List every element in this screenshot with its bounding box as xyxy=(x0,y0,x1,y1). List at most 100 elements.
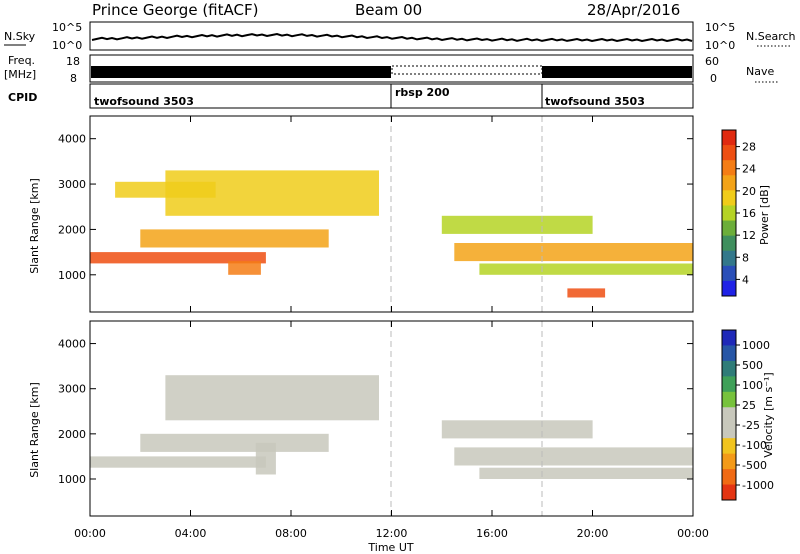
velocity-colorbar-tick-label-0: 1000 xyxy=(742,339,770,352)
nsky-line xyxy=(91,32,693,43)
nsearch-tick-bottom: 10^0 xyxy=(705,39,735,52)
power-colorbar-ticks: 28 24 20 16 12 8 4 xyxy=(736,141,756,286)
freq-tick-top: 18 xyxy=(66,55,80,68)
velocity-panel: 1000 2000 3000 4000 Slant Range [km] xyxy=(28,320,694,517)
velocity-band-6 xyxy=(479,467,693,479)
velocity-colorbar-cell-6 xyxy=(722,422,736,439)
velocity-ytick-label-3: 4000 xyxy=(58,338,86,351)
velocity-colorbar-cell-7 xyxy=(722,438,736,455)
power-band-9 xyxy=(567,288,606,298)
nsky-strip: N.Sky 10^5 10^0 10^5 10^0 N.Search xyxy=(4,21,796,52)
velocity-colorbar-cell-0 xyxy=(722,330,736,346)
power-band-1 xyxy=(90,252,266,264)
velocity-ytick-label-1: 2000 xyxy=(58,428,86,441)
nave-tick-bottom: 0 xyxy=(710,72,717,85)
power-colorbar: 28 24 20 16 12 8 4 Power [dB] xyxy=(721,129,771,297)
velocity-ytick-label-2: 3000 xyxy=(58,383,86,396)
time-label-2: 08:00 xyxy=(275,527,307,540)
velocity-colorbar-cell-1 xyxy=(722,345,736,362)
power-colorbar-label: Power [dB] xyxy=(758,185,771,245)
power-colorbar-cell-8 xyxy=(722,250,736,267)
velocity-y-ticks: 1000 2000 3000 4000 xyxy=(58,338,693,486)
velocity-colorbar-frame xyxy=(721,329,737,501)
power-band-4 xyxy=(115,181,216,198)
freq-bar-2 xyxy=(391,65,543,75)
nsearch-label: N.Search xyxy=(746,30,796,43)
nsky-frame xyxy=(89,21,694,51)
time-label-4: 16:00 xyxy=(476,527,508,540)
cpid-strip: CPID twofsound 3503 rbsp 200 twofsound 3… xyxy=(8,83,694,109)
power-colorbar-cell-0 xyxy=(722,130,736,146)
velocity-band-5 xyxy=(454,447,693,466)
cpid-segment-2: rbsp 200 xyxy=(395,86,450,99)
power-colorbar-tick-label-1: 24 xyxy=(742,163,756,176)
power-ytick-label-1: 2000 xyxy=(58,223,86,236)
time-label-6: 00:00 xyxy=(677,527,709,540)
date-title: 28/Apr/2016 xyxy=(587,1,680,19)
velocity-colorbar-tick-label-7: -1000 xyxy=(742,479,774,492)
velocity-colorbar-cell-5 xyxy=(722,407,736,424)
power-band-8 xyxy=(441,215,593,234)
velocity-colorbar-tick-label-4: -25 xyxy=(742,419,760,432)
nsky-tick-top: 10^5 xyxy=(52,21,82,34)
time-label-5: 20:00 xyxy=(577,527,609,540)
nave-label: Nave xyxy=(746,65,774,78)
velocity-colorbar-tick-label-1: 500 xyxy=(742,359,763,372)
cpid-label: CPID xyxy=(8,91,37,104)
velocity-colorbar-label: Velocity [m s⁻¹] xyxy=(762,372,775,457)
freq-tick-bottom: 8 xyxy=(70,72,77,85)
cpid-segment-3: twofsound 3503 xyxy=(545,95,645,108)
power-band-5 xyxy=(228,261,261,275)
power-colorbar-cell-6 xyxy=(722,220,736,237)
velocity-colorbar-cell-9 xyxy=(722,469,736,486)
freq-label-2: [MHz] xyxy=(4,68,36,81)
freq-bar-3 xyxy=(542,66,692,78)
beam-title: Beam 00 xyxy=(355,1,422,19)
velocity-colorbar-cell-10 xyxy=(722,484,736,501)
power-colorbar-tick-label-0: 28 xyxy=(742,141,756,154)
velocity-x-ticks xyxy=(89,321,694,516)
power-colorbar-cells xyxy=(722,130,736,297)
velocity-colorbar-cell-2 xyxy=(722,360,736,377)
power-ytick-label-0: 1000 xyxy=(58,269,86,282)
power-colorbar-cell-10 xyxy=(722,280,736,297)
power-colorbar-cell-1 xyxy=(722,145,736,161)
velocity-colorbar-ticks: 1000 500 100 25 -25 -100 -500 -1000 xyxy=(736,339,774,492)
cpid-segment-1: twofsound 3503 xyxy=(94,95,194,108)
velocity-colorbar-cell-4 xyxy=(722,391,736,408)
nsky-tick-bottom: 10^0 xyxy=(52,39,82,52)
velocity-band-2 xyxy=(140,433,329,452)
xlabel: Time UT xyxy=(367,541,413,554)
power-data xyxy=(90,170,693,298)
velocity-band-1 xyxy=(90,456,266,468)
power-colorbar-tick-label-5: 8 xyxy=(742,251,749,264)
time-axis-labels: 00:00 04:00 08:00 12:00 16:00 20:00 00:00 xyxy=(74,527,709,540)
power-colorbar-cell-5 xyxy=(722,205,736,222)
velocity-band-4 xyxy=(255,442,276,475)
power-colorbar-tick-label-3: 16 xyxy=(742,207,756,220)
power-ytick-label-2: 3000 xyxy=(58,178,86,191)
power-colorbar-cell-4 xyxy=(722,190,736,206)
power-panel: 1000 2000 3000 4000 Slant Range [km] xyxy=(28,115,694,313)
station-title: Prince George (fitACF) xyxy=(92,1,258,19)
velocity-colorbar-tick-label-3: 25 xyxy=(742,399,756,412)
velocity-colorbar-cells xyxy=(722,330,736,501)
nsearch-tick-top: 10^5 xyxy=(705,21,735,34)
power-colorbar-cell-2 xyxy=(722,160,736,176)
nave-tick-top: 60 xyxy=(705,55,719,68)
velocity-colorbar-tick-label-6: -500 xyxy=(742,459,767,472)
freq-strip: Freq. [MHz] 18 8 60 0 Nave xyxy=(4,54,778,85)
power-colorbar-cell-9 xyxy=(722,265,736,282)
freq-bar-1 xyxy=(91,66,391,78)
velocity-data xyxy=(90,375,693,479)
velocity-colorbar-cell-3 xyxy=(722,376,736,393)
power-colorbar-tick-label-4: 12 xyxy=(742,229,756,242)
power-y-ticks: 1000 2000 3000 4000 xyxy=(58,133,693,282)
power-colorbar-tick-label-2: 20 xyxy=(742,185,756,198)
velocity-colorbar-tick-label-5: -100 xyxy=(742,439,767,452)
velocity-colorbar-cell-8 xyxy=(722,453,736,470)
power-x-ticks xyxy=(89,116,694,312)
power-band-7 xyxy=(479,263,693,275)
velocity-colorbar: 1000 500 100 25 -25 -100 -500 -1000 Velocity [m… xyxy=(721,329,775,501)
